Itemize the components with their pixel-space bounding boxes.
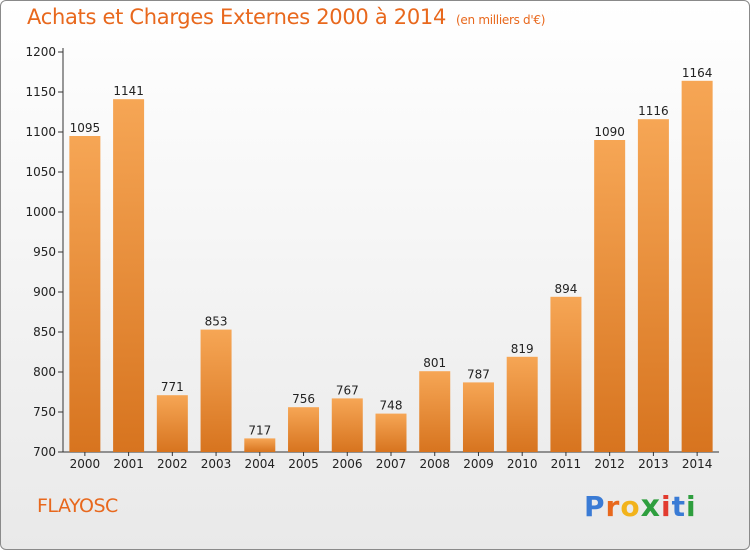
commune-name: FLAYOSC: [37, 495, 118, 517]
x-tick-label: 2000: [70, 457, 101, 471]
y-tick-label: 900: [33, 285, 56, 299]
x-tick-label: 2003: [201, 457, 232, 471]
bar-2010: [506, 356, 538, 452]
x-tick-label: 2012: [594, 457, 625, 471]
bar-2009: [462, 382, 494, 452]
y-tick-label: 950: [33, 245, 56, 259]
x-tick-label: 2010: [507, 457, 538, 471]
logo-letter: r: [605, 490, 621, 523]
value-label: 748: [380, 399, 403, 413]
y-tick-label: 850: [33, 325, 56, 339]
logo-letter: i: [685, 490, 697, 523]
value-label: 1116: [638, 104, 669, 118]
value-label: 717: [248, 423, 271, 437]
bar-2013: [637, 119, 669, 452]
bar-2007: [375, 413, 407, 452]
bar-2014: [681, 80, 713, 453]
bar-2003: [200, 329, 232, 452]
y-tick-label: 700: [33, 445, 56, 459]
bar-2005: [288, 407, 320, 452]
logo-letter: o: [620, 490, 641, 523]
x-tick-label: 2001: [113, 457, 144, 471]
x-tick-label: 2007: [376, 457, 407, 471]
value-label: 853: [205, 315, 228, 329]
value-label: 1164: [682, 66, 713, 80]
chart-title: Achats et Charges Externes 2000 à 2014 (e…: [27, 5, 545, 29]
bar-2002: [156, 395, 188, 452]
bar-2008: [419, 371, 451, 452]
value-label: 819: [511, 342, 534, 356]
value-label: 801: [423, 356, 446, 370]
x-tick-label: 2013: [638, 457, 669, 471]
proxiti-logo: Proxiti: [584, 489, 697, 524]
y-tick-label: 1150: [25, 85, 56, 99]
value-label: 894: [554, 282, 577, 296]
y-tick-label: 1200: [25, 45, 56, 59]
value-label: 1141: [113, 84, 144, 98]
value-label: 1090: [594, 125, 625, 139]
x-tick-label: 2006: [332, 457, 363, 471]
value-label: 767: [336, 383, 359, 397]
value-label: 771: [161, 380, 184, 394]
x-tick-label: 2004: [245, 457, 276, 471]
logo-letter: t: [671, 490, 686, 523]
y-tick-label: 800: [33, 365, 56, 379]
y-tick-label: 750: [33, 405, 56, 419]
value-label: 756: [292, 392, 315, 406]
title-unit: (en milliers d'€): [456, 13, 546, 27]
y-tick-label: 1100: [25, 125, 56, 139]
x-tick-label: 2002: [157, 457, 188, 471]
bar-2011: [550, 296, 582, 452]
bar-2012: [594, 140, 626, 452]
bar-2000: [69, 136, 101, 452]
bar-2006: [331, 398, 363, 452]
x-tick-label: 2008: [419, 457, 450, 471]
x-tick-label: 2014: [682, 457, 713, 471]
bar-2001: [113, 99, 145, 452]
bar-2004: [244, 438, 276, 452]
value-label: 1095: [70, 121, 101, 135]
value-label: 787: [467, 367, 490, 381]
x-tick-label: 2005: [288, 457, 319, 471]
logo-letter: x: [640, 489, 661, 524]
y-tick-label: 1000: [25, 205, 56, 219]
logo-letter: i: [660, 490, 672, 523]
x-tick-label: 2011: [551, 457, 582, 471]
x-tick-label: 2009: [463, 457, 494, 471]
title-text: Achats et Charges Externes 2000 à 2014: [27, 5, 447, 29]
logo-letter: P: [584, 490, 606, 523]
y-tick-label: 1050: [25, 165, 56, 179]
